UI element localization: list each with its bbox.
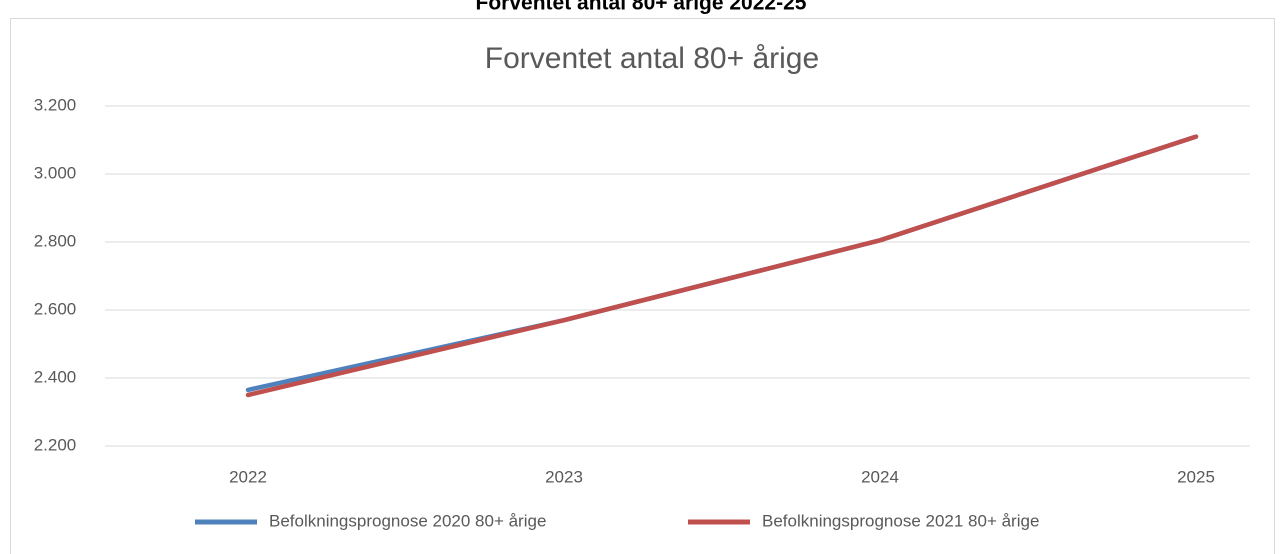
x-tick-label: 2025 [1177,467,1215,486]
y-tick-label: 2.600 [34,299,77,318]
y-tick-label: 2.800 [34,231,77,250]
y-tick-label: 2.400 [34,367,77,386]
y-tick-label: 3.000 [34,163,77,182]
series-line [245,134,1199,398]
x-tick-label: 2024 [861,467,899,486]
page-title: Forventet antal 80+ årige 2022-25 [476,0,807,15]
chart-title: Forventet antal 80+ årige [485,42,819,75]
chart-frame [10,18,1275,554]
y-tick-label: 2.200 [34,435,77,454]
y-tick-label: 3.200 [34,95,77,114]
legend-label: Befolkningsprognose 2020 80+ årige [269,511,546,530]
x-tick-label: 2023 [545,467,583,486]
x-tick-label: 2022 [229,467,267,486]
legend-label: Befolkningsprognose 2021 80+ årige [762,511,1039,530]
